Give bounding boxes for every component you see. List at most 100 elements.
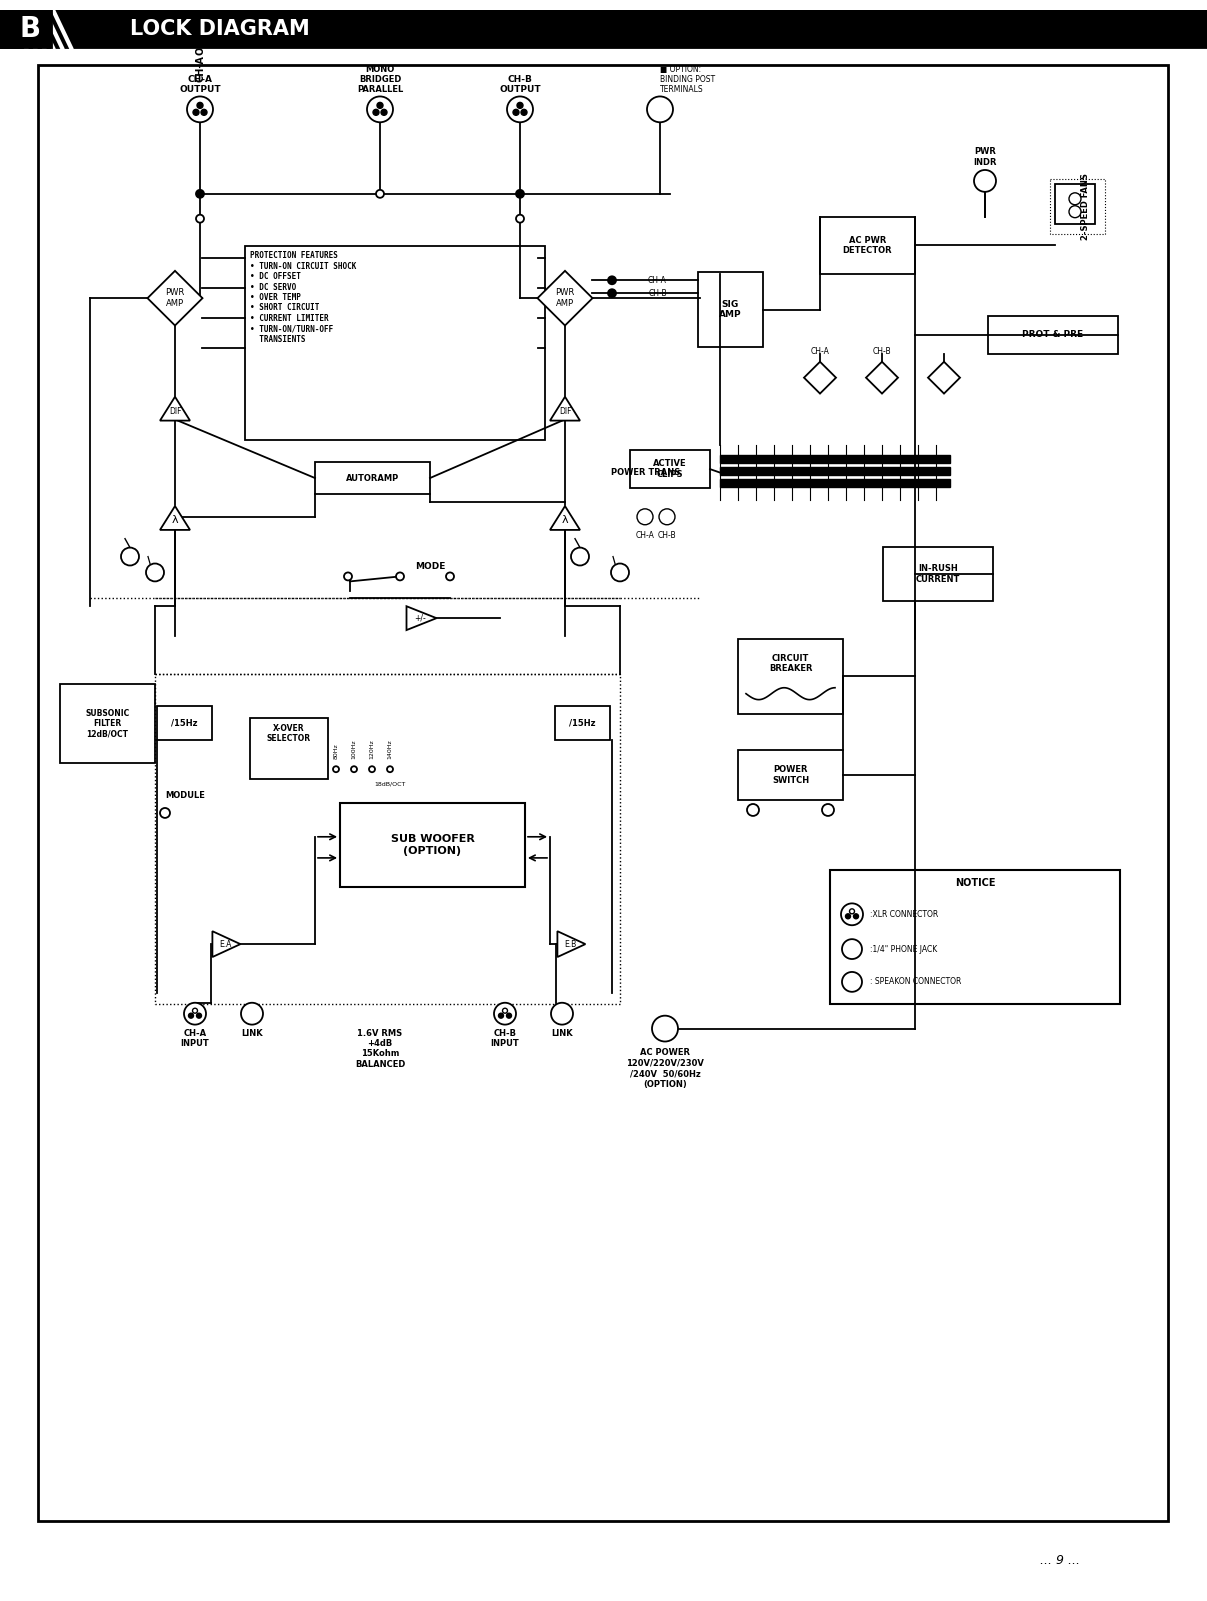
Bar <box>737 751 842 800</box>
Circle shape <box>659 509 675 525</box>
Text: MONO
BRIDGED
PARALLEL: MONO BRIDGED PARALLEL <box>357 64 403 94</box>
Bar <box>737 639 842 714</box>
Circle shape <box>513 109 519 115</box>
Bar <box>555 706 610 740</box>
Circle shape <box>517 102 523 109</box>
Circle shape <box>850 909 855 914</box>
Circle shape <box>747 804 759 817</box>
Text: AUTORAMP: AUTORAMP <box>346 474 400 482</box>
Circle shape <box>373 109 379 115</box>
Text: LINK: LINK <box>241 1028 263 1037</box>
Circle shape <box>517 215 524 223</box>
Bar <box>989 315 1118 354</box>
Circle shape <box>333 767 339 772</box>
Circle shape <box>381 109 387 115</box>
Text: DIF: DIF <box>559 407 571 416</box>
Polygon shape <box>865 362 898 394</box>
Circle shape <box>161 809 170 818</box>
Text: ✦: ✦ <box>877 373 886 383</box>
Text: DIF: DIF <box>169 407 181 416</box>
Circle shape <box>853 914 858 919</box>
Bar <box>0 10 52 48</box>
Circle shape <box>571 548 589 565</box>
Circle shape <box>611 564 629 581</box>
Text: CH-A
OUTPUT: CH-A OUTPUT <box>179 75 221 94</box>
Circle shape <box>1069 207 1081 218</box>
Circle shape <box>196 191 204 199</box>
Text: POWER
SWITCH: POWER SWITCH <box>772 765 809 784</box>
Bar <box>60 684 154 764</box>
Text: SUBSONIC
FILTER
12dB/OCT: SUBSONIC FILTER 12dB/OCT <box>86 709 129 738</box>
Text: CH-B: CH-B <box>658 530 676 540</box>
Text: λ: λ <box>561 516 568 525</box>
Bar <box>253 1012 258 1017</box>
Circle shape <box>396 573 404 581</box>
Text: E.B: E.B <box>564 940 576 949</box>
Text: PWR
AMP: PWR AMP <box>555 288 575 307</box>
Circle shape <box>842 972 862 991</box>
Text: :1/4" PHONE JACK: :1/4" PHONE JACK <box>870 945 938 954</box>
Circle shape <box>552 1002 573 1025</box>
Circle shape <box>1069 192 1081 205</box>
Circle shape <box>494 1002 517 1025</box>
Bar <box>820 216 915 274</box>
Bar <box>556 1012 560 1017</box>
Polygon shape <box>161 397 189 421</box>
Text: MODULE: MODULE <box>165 791 205 799</box>
Circle shape <box>517 191 524 199</box>
Circle shape <box>202 109 206 115</box>
Circle shape <box>841 903 863 925</box>
Circle shape <box>196 215 204 223</box>
Bar <box>246 1012 250 1017</box>
Text: CH-A
INPUT: CH-A INPUT <box>181 1028 209 1049</box>
Text: PROT & PRE: PROT & PRE <box>1022 330 1084 339</box>
Bar <box>721 479 950 487</box>
Text: ✦: ✦ <box>940 373 947 383</box>
Circle shape <box>447 573 454 581</box>
Text: PWR
AMP: PWR AMP <box>165 288 185 307</box>
Text: ■ OPTION:
BINDING POST
TERMINALS: ■ OPTION: BINDING POST TERMINALS <box>660 64 715 94</box>
Text: CH-A: CH-A <box>196 54 205 82</box>
Polygon shape <box>407 607 437 631</box>
Circle shape <box>608 290 616 298</box>
Text: MODE: MODE <box>415 562 445 572</box>
Text: 1.6V RMS
+4dB
15Kohm
BALANCED: 1.6V RMS +4dB 15Kohm BALANCED <box>355 1028 406 1069</box>
Bar <box>245 247 546 440</box>
Circle shape <box>652 1015 678 1042</box>
Text: CH-B
INPUT: CH-B INPUT <box>490 1028 519 1049</box>
Polygon shape <box>550 397 581 421</box>
Text: /15Hz: /15Hz <box>568 717 595 727</box>
Polygon shape <box>147 271 203 325</box>
Bar <box>564 1012 568 1017</box>
Text: PROTECTION FEATURES
• TURN-ON CIRCUIT SHOCK
• DC OFFSET
• DC SERVO
• OVER TEMP
•: PROTECTION FEATURES • TURN-ON CIRCUIT SH… <box>250 251 356 344</box>
Bar <box>721 467 950 475</box>
Circle shape <box>188 1013 193 1018</box>
Text: : SPEAKON CONNECTOR: : SPEAKON CONNECTOR <box>870 977 961 986</box>
Text: ~: ~ <box>658 1020 672 1037</box>
Polygon shape <box>537 271 593 325</box>
Bar <box>884 546 993 602</box>
Circle shape <box>183 1002 206 1025</box>
Text: ... 9 ...: ... 9 ... <box>1040 1553 1080 1567</box>
Circle shape <box>845 914 851 919</box>
Bar <box>830 869 1120 1004</box>
Circle shape <box>377 102 383 109</box>
Polygon shape <box>550 506 581 530</box>
Text: λ: λ <box>171 516 179 525</box>
Polygon shape <box>212 932 240 957</box>
Polygon shape <box>928 362 960 394</box>
Text: LOCK DIAGRAM: LOCK DIAGRAM <box>130 19 310 38</box>
Text: NOTICE: NOTICE <box>955 877 996 887</box>
Circle shape <box>498 1013 503 1018</box>
Bar <box>250 717 328 780</box>
Text: 18dB/OCT: 18dB/OCT <box>374 781 406 786</box>
Bar <box>630 450 710 488</box>
Circle shape <box>502 1009 507 1013</box>
Bar <box>1055 184 1095 224</box>
Bar <box>721 455 950 463</box>
Polygon shape <box>558 932 585 957</box>
Polygon shape <box>161 506 189 530</box>
Circle shape <box>187 96 212 122</box>
Circle shape <box>197 1013 202 1018</box>
Text: IN-RUSH
CURRENT: IN-RUSH CURRENT <box>916 564 961 584</box>
